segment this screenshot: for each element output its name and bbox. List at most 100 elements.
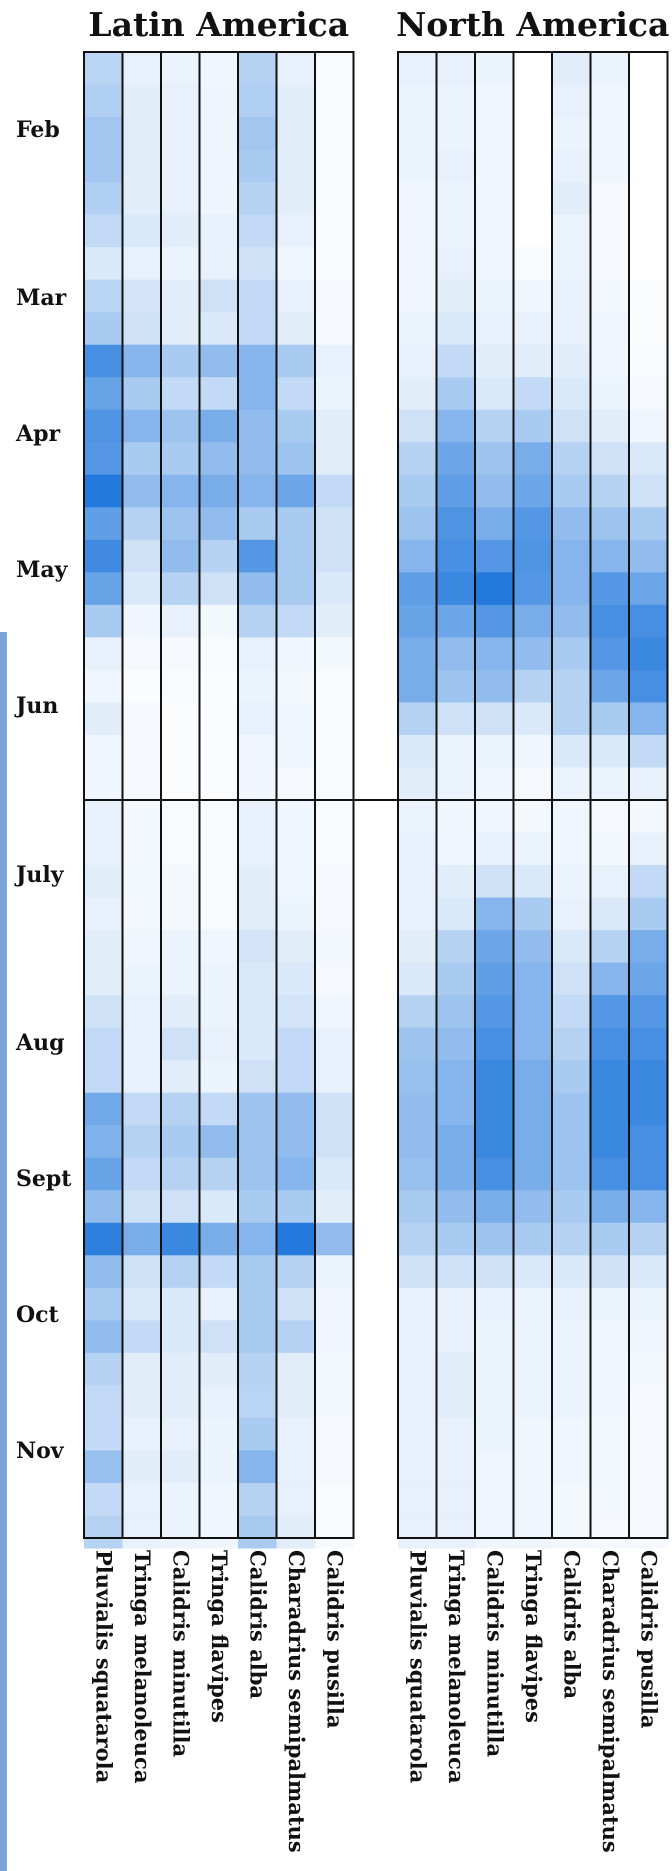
heatmap-cell [590, 377, 630, 411]
heatmap-cell [475, 507, 514, 541]
heatmap-cell [436, 1092, 476, 1126]
heatmap-cell [276, 832, 316, 866]
heatmap-cell [629, 734, 668, 768]
heatmap-cell [199, 930, 239, 964]
heatmap-cell [238, 117, 277, 151]
heatmap-cell [315, 1190, 354, 1224]
heatmap-cell [629, 1417, 668, 1451]
heatmap-cell [122, 52, 162, 86]
heatmap-cell [199, 832, 239, 866]
heatmap-cell [629, 1385, 668, 1419]
heatmap-cell [590, 637, 630, 671]
heatmap-cell [161, 312, 200, 346]
heatmap-cell [238, 1450, 277, 1484]
heatmap-cell [475, 1190, 514, 1224]
heatmap-cell [590, 572, 630, 606]
heatmap-cell [161, 1515, 200, 1549]
heatmap-cell [629, 1255, 668, 1289]
heatmap-cell [161, 962, 200, 996]
heatmap-cell [161, 734, 200, 768]
heatmap-cell [590, 279, 630, 313]
heatmap-cell [475, 182, 514, 216]
heatmap-cell [84, 214, 123, 248]
heatmap-cell [590, 832, 630, 866]
heatmap-cell [552, 1092, 591, 1126]
heatmap-cell [398, 1222, 437, 1256]
heatmap-cell [398, 344, 437, 378]
heatmap-cell [238, 149, 277, 183]
heatmap-cell [590, 995, 630, 1029]
heatmap-cell [199, 507, 239, 541]
heatmap-cell [436, 702, 476, 736]
heatmap-cell [161, 279, 200, 313]
heatmap-cell [475, 474, 514, 508]
heatmap-cell [513, 117, 553, 151]
heatmap-cell [238, 312, 277, 346]
heatmap-cell [238, 1320, 277, 1354]
heatmap-cell [513, 767, 553, 801]
heatmap-cell [315, 572, 354, 606]
month-label: May [16, 557, 69, 583]
heatmap-cell [199, 149, 239, 183]
heatmap-cell [276, 1417, 316, 1451]
heatmap-cell [276, 474, 316, 508]
heatmap-cell [199, 865, 239, 899]
heatmap-cell [161, 52, 200, 86]
heatmap-cell [513, 344, 553, 378]
heatmap-cell [590, 1060, 630, 1094]
heatmap-cell [436, 1190, 476, 1224]
heatmap-cell [161, 1320, 200, 1354]
heatmap-cell [161, 1450, 200, 1484]
heatmap-cell [436, 149, 476, 183]
heatmap-cell [629, 702, 668, 736]
heatmap-cell [590, 1222, 630, 1256]
heatmap-cell [475, 897, 514, 931]
heatmap-cell [84, 312, 123, 346]
heatmap-cell [513, 507, 553, 541]
heatmap-cell [84, 52, 123, 86]
left-accent-bar [0, 632, 7, 1871]
heatmap-cell [276, 637, 316, 671]
heatmap-cell [513, 702, 553, 736]
heatmap-cell [238, 507, 277, 541]
heatmap-cell [475, 1417, 514, 1451]
heatmap-cell [84, 1515, 123, 1549]
heatmap-cell [276, 507, 316, 541]
heatmap-cell [276, 1450, 316, 1484]
heatmap-cell [629, 247, 668, 281]
heatmap-cell [84, 800, 123, 834]
heatmap-cell [513, 637, 553, 671]
heatmap-cell [475, 84, 514, 118]
heatmap-cell [315, 865, 354, 899]
heatmap-cell [513, 1417, 553, 1451]
heatmap-cell [513, 1255, 553, 1289]
heatmap-cell [84, 84, 123, 118]
heatmap-cell [398, 117, 437, 151]
heatmap-cell [629, 1450, 668, 1484]
heatmap-cell [629, 1157, 668, 1191]
heatmap-cell [590, 1092, 630, 1126]
heatmap-cell [475, 1255, 514, 1289]
heatmap-cell [276, 930, 316, 964]
heatmap-cell [84, 1320, 123, 1354]
heatmap-cell [552, 995, 591, 1029]
heatmap-cell [199, 474, 239, 508]
heatmap-cell [590, 1255, 630, 1289]
heatmap-cell [238, 734, 277, 768]
heatmap-cell [513, 832, 553, 866]
heatmap-cell [315, 344, 354, 378]
heatmap-cell [552, 1060, 591, 1094]
heatmap-cell [398, 1060, 437, 1094]
heatmap-cell [238, 279, 277, 313]
heatmap-cell [276, 1287, 316, 1321]
heatmap-cell [398, 1515, 437, 1549]
heatmap-cell [315, 1092, 354, 1126]
heatmap-cell [276, 1027, 316, 1061]
heatmap-cell [238, 214, 277, 248]
heatmap-cell [315, 474, 354, 508]
heatmap-cell [436, 279, 476, 313]
heatmap-cell [161, 637, 200, 671]
heatmap-cell [629, 474, 668, 508]
heatmap-cell [513, 539, 553, 573]
